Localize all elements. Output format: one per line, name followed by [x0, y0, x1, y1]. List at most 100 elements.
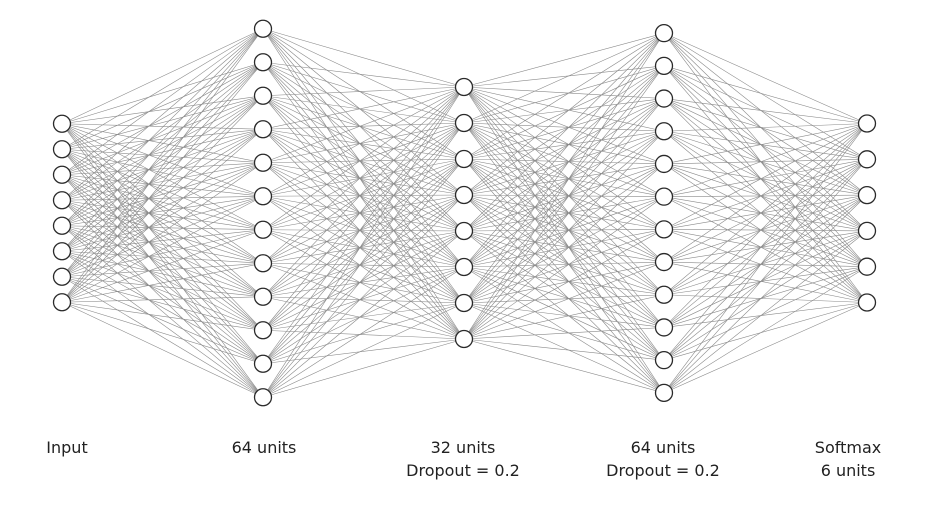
neurons	[52, 19, 877, 407]
connection-line	[61, 62, 264, 277]
connection-line	[262, 195, 465, 268]
connection-line	[463, 98, 665, 160]
connection-line	[262, 95, 465, 340]
connection-line	[663, 194, 868, 230]
connection-line	[61, 149, 264, 331]
connection-line	[463, 302, 665, 394]
connection-line	[61, 123, 264, 264]
connection-line	[663, 159, 868, 165]
connection-line	[262, 28, 465, 268]
connection-line	[61, 123, 264, 231]
connection-line	[262, 95, 465, 160]
layer-label-output: Softmax 6 units	[748, 436, 940, 482]
neuron-hidden-1	[253, 120, 273, 139]
connection-line	[61, 28, 264, 201]
connection-line	[61, 225, 264, 364]
connection-line	[663, 230, 868, 361]
connection-line	[663, 266, 868, 361]
connection-line	[663, 98, 868, 232]
connection-line	[61, 250, 264, 331]
connection-line	[663, 98, 868, 196]
connection-line	[61, 61, 264, 176]
connection-line	[61, 62, 264, 303]
neuron-input	[52, 114, 72, 133]
connection-line	[61, 95, 264, 201]
connection-line	[663, 229, 868, 232]
neuron-hidden-3	[654, 154, 674, 174]
neuron-output	[857, 150, 877, 169]
neuron-hidden-1	[253, 19, 273, 38]
connection-line	[463, 65, 665, 268]
connection-line	[61, 28, 264, 303]
connection-line	[262, 158, 465, 197]
connection-line	[663, 123, 868, 263]
connection-line	[262, 122, 465, 364]
neuron-hidden-1	[253, 153, 273, 172]
neuron-output	[857, 293, 877, 312]
neuron-hidden-2	[454, 185, 474, 205]
connection-line	[663, 159, 868, 230]
connection-line	[262, 61, 465, 124]
neuron-hidden-1	[253, 388, 273, 407]
connection-line	[663, 261, 868, 267]
connection-line	[262, 128, 465, 160]
connection-line	[463, 86, 665, 99]
connection-line	[61, 225, 264, 231]
connection-line	[463, 163, 665, 232]
connection-line	[262, 229, 465, 232]
connection-line	[61, 62, 264, 252]
connection-line	[61, 128, 264, 252]
connection-line	[463, 230, 665, 296]
connection-line	[663, 194, 868, 394]
connection-line	[262, 95, 465, 304]
connection-line	[663, 159, 868, 197]
layer-label-input: Input	[0, 436, 167, 459]
connection-line	[262, 158, 465, 231]
connection-line	[61, 128, 264, 176]
connection-line	[262, 296, 465, 340]
connection-line	[262, 122, 465, 297]
connection-line	[61, 149, 264, 297]
connection-line	[262, 95, 465, 124]
neuron-input	[52, 165, 72, 184]
connection-line	[463, 86, 665, 361]
connection-line	[463, 131, 665, 268]
neuron-hidden-3	[654, 383, 674, 403]
connection-line	[663, 196, 868, 232]
connection-line	[463, 230, 665, 263]
connection-line	[463, 229, 665, 340]
connection-line	[61, 128, 264, 150]
connection-line	[463, 194, 665, 328]
connection-line	[663, 163, 868, 196]
connection-line	[262, 266, 465, 398]
neuron-hidden-2	[454, 77, 474, 97]
layer-label-line: Softmax	[814, 438, 882, 457]
connection-line	[463, 65, 665, 124]
connection-line	[262, 302, 465, 331]
connection-line	[262, 158, 465, 364]
connection-line	[663, 131, 868, 267]
connection-line	[663, 65, 868, 160]
layer-label-line: Dropout = 0.2	[606, 461, 720, 480]
connection-line	[61, 301, 264, 365]
neuron-hidden-1	[253, 86, 273, 105]
connection-line	[463, 86, 665, 295]
connection-line	[262, 262, 465, 340]
connection-line	[463, 158, 665, 165]
connection-line	[262, 128, 465, 196]
connection-line	[463, 65, 665, 88]
connection-line	[663, 123, 868, 361]
connection-line	[663, 130, 868, 160]
connection-line	[463, 122, 665, 263]
connection-line	[61, 200, 264, 398]
connection-line	[61, 162, 264, 176]
connection-line	[61, 123, 264, 398]
connection-line	[463, 194, 665, 296]
connection-line	[663, 159, 868, 361]
connection-line	[463, 32, 665, 268]
connection-line	[61, 162, 264, 201]
connection-line	[463, 32, 665, 340]
connection-line	[463, 158, 665, 295]
connection-line	[663, 65, 868, 124]
connection-line	[663, 194, 868, 361]
